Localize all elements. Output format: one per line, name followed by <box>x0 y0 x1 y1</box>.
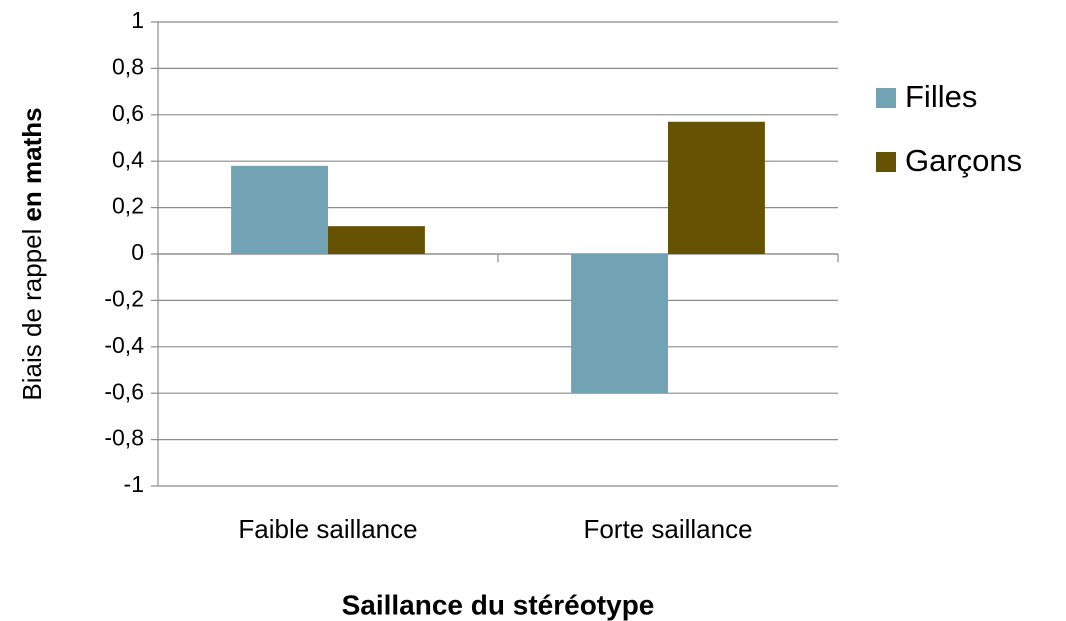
y-tick-label: 0,8 <box>112 53 144 79</box>
y-tick-label: 0,6 <box>112 100 144 126</box>
y-tick-label: -0,4 <box>104 332 144 358</box>
legend-label: Filles <box>905 79 977 114</box>
y-tick-label: 1 <box>131 7 144 33</box>
x-tick-label: Faible saillance <box>238 514 417 544</box>
bar <box>571 254 668 394</box>
y-tick-label: -0,8 <box>104 425 144 451</box>
legend-swatch <box>876 152 896 172</box>
y-tick-label: 0,4 <box>112 146 144 172</box>
x-axis-title: Saillance du stéréotype <box>342 589 655 620</box>
legend-swatch <box>876 88 896 108</box>
y-tick-label: 0 <box>131 239 144 265</box>
x-tick-label: Forte saillance <box>583 514 752 544</box>
bar <box>328 226 425 254</box>
legend-label: Garçons <box>905 143 1022 178</box>
y-tick-label: -0,6 <box>104 378 144 404</box>
bar <box>668 121 765 254</box>
y-tick-label: -0,2 <box>104 285 144 311</box>
y-tick-label: 0,2 <box>112 193 144 219</box>
y-axis-title: Biais de rappel en maths <box>17 107 47 400</box>
y-axis-title-part: en maths <box>17 107 47 221</box>
y-axis-title-part: Biais de rappel <box>17 229 47 401</box>
bar <box>231 165 328 254</box>
y-tick-label: -1 <box>124 471 144 497</box>
